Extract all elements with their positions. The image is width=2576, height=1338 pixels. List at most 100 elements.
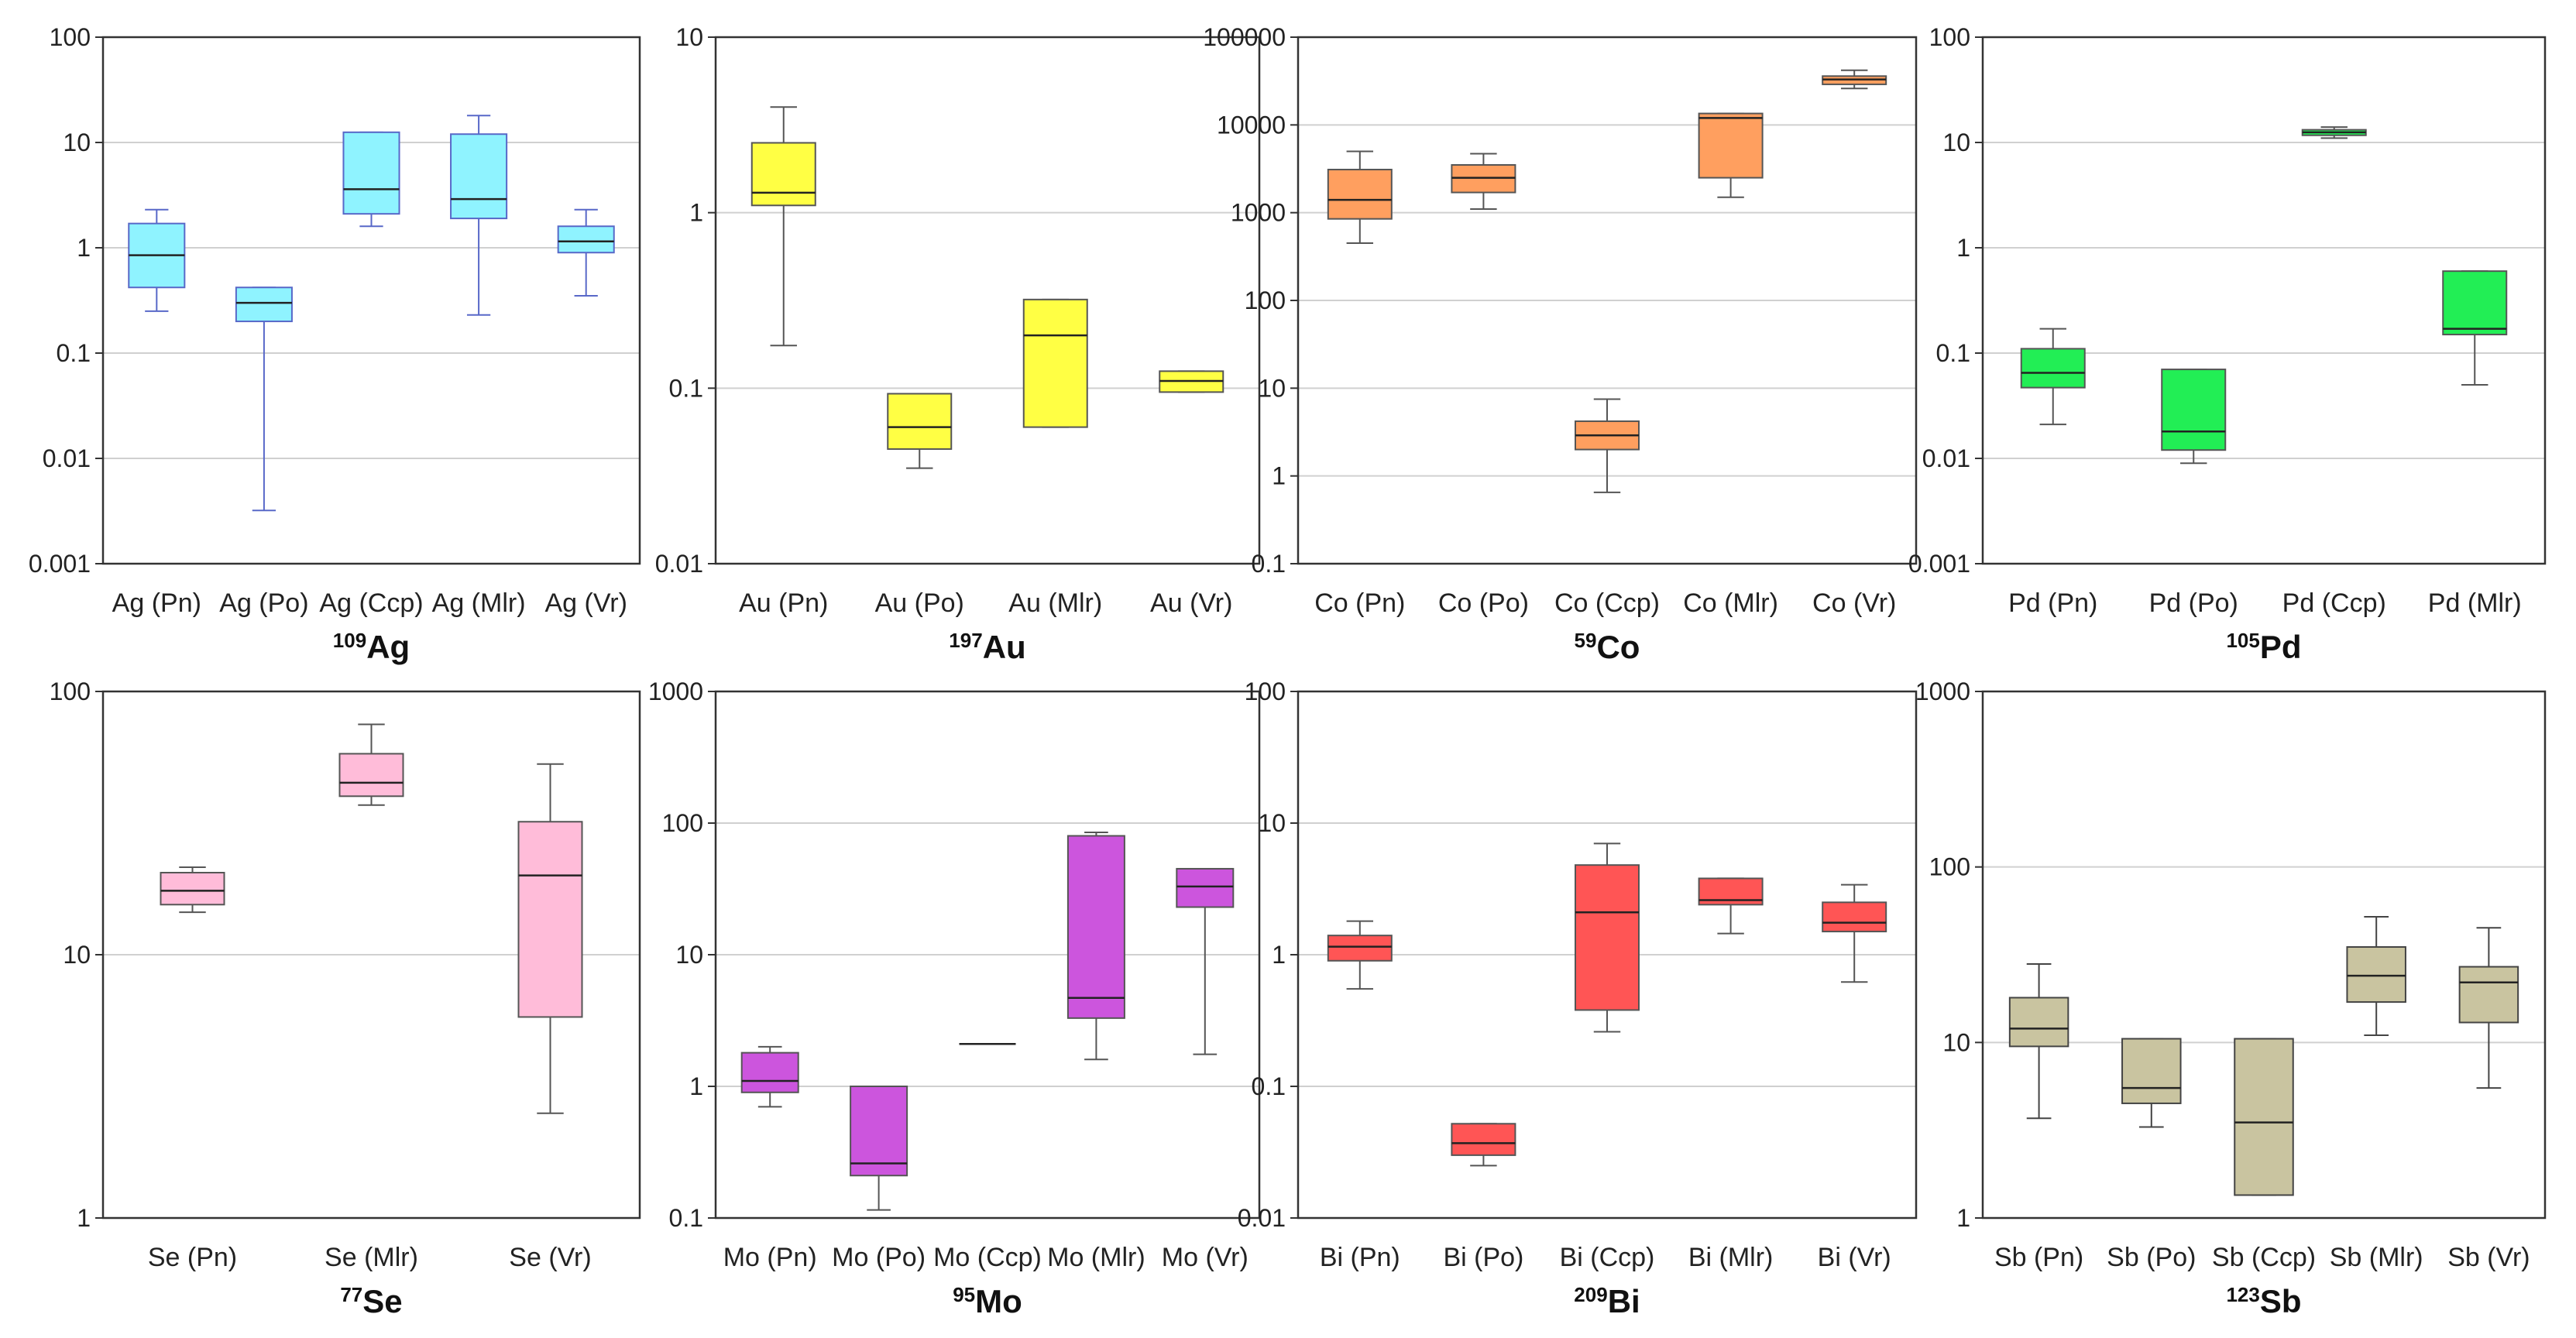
box-sb-pn [2008, 962, 2069, 1120]
y-tick-label: 10 [675, 23, 703, 51]
box-iqr [2020, 348, 2086, 389]
y-tick-label: 1 [1956, 234, 1970, 262]
category-label: Pd (Mlr) [2428, 588, 2522, 618]
element-symbol: Au [983, 629, 1026, 665]
y-tick-label: 10000 [1217, 111, 1286, 139]
category-label: Co (Vr) [1812, 588, 1896, 618]
box-ag-ccp [342, 131, 400, 228]
y-tick-label: 0.01 [43, 444, 91, 472]
panel-title: 109Ag [333, 629, 410, 665]
box-iqr [2008, 997, 2069, 1048]
panel-title: 77Se [340, 1283, 402, 1319]
box-bi-pn [1327, 920, 1393, 990]
box-iqr [235, 286, 293, 323]
category-label: Bi (Ccp) [1560, 1243, 1655, 1272]
box-iqr [850, 1086, 908, 1177]
y-tick-label: 0.1 [57, 339, 91, 367]
box-bi-vr [1822, 883, 1887, 983]
box-se-mlr [338, 723, 404, 806]
plot-frame [1981, 36, 2547, 565]
panel-title: 105Pd [2226, 629, 2301, 665]
y-tick-label: 1000 [1231, 199, 1286, 227]
box-mo-po [850, 1086, 908, 1211]
box-ag-vr [557, 208, 615, 297]
box-iqr [750, 142, 816, 207]
box-au-pn [750, 106, 816, 347]
panel-au: 0.01 0.1 1 10 Au (Pn) Au (Po) Au (Mlr) Au (Vr) 1… [655, 23, 1261, 665]
box-iqr [2346, 946, 2406, 1004]
isotope-superscript: 59 [1575, 629, 1597, 652]
y-tick-label: 1000 [648, 678, 703, 705]
category-label: Mo (Ccp) [933, 1243, 1042, 1272]
box-iqr [2442, 270, 2508, 336]
category-label: Au (Vr) [1150, 588, 1232, 618]
y-tick-label: 100 [1929, 23, 1970, 51]
y-tick-label: 1 [689, 1072, 703, 1100]
element-symbol: Co [1596, 629, 1640, 665]
category-label: Pd (Ccp) [2282, 588, 2386, 618]
box-bi-mlr [1698, 877, 1764, 935]
box-iqr [1327, 168, 1393, 220]
category-label: Se (Vr) [509, 1243, 591, 1272]
plot-frame [714, 690, 1261, 1220]
box-iqr [1575, 864, 1640, 1011]
panel-title: 123Sb [2226, 1283, 2301, 1319]
y-tick-label: 1 [1272, 941, 1286, 969]
element-symbol: Ag [366, 629, 410, 665]
panel-title: 197Au [949, 629, 1025, 665]
box-iqr [1176, 867, 1235, 908]
category-label: Bi (Pn) [1320, 1243, 1400, 1272]
isotope-superscript: 105 [2226, 629, 2259, 652]
plot-frame [1297, 36, 1918, 565]
y-tick-label: 0.01 [655, 550, 703, 578]
category-label: Mo (Vr) [1162, 1243, 1249, 1272]
y-tick-label: 100 [1245, 286, 1286, 314]
box-pd-pn [2020, 328, 2086, 426]
box-co-vr [1822, 69, 1887, 90]
y-tick-label: 1000 [1915, 678, 1970, 705]
box-iqr [2121, 1038, 2182, 1104]
box-sb-mlr [2346, 916, 2406, 1036]
y-tick-label: 0.01 [1922, 444, 1970, 472]
y-tick-label: 0.1 [1252, 1072, 1286, 1100]
element-symbol: Bi [1608, 1283, 1640, 1319]
category-label: Au (Pn) [739, 588, 828, 618]
category-label: Mo (Pn) [723, 1243, 817, 1272]
isotope-superscript: 209 [1574, 1283, 1607, 1306]
category-label: Ag (Vr) [544, 588, 627, 618]
box-sb-po [2121, 1038, 2182, 1128]
category-label: Mo (Po) [832, 1243, 926, 1272]
y-tick-label: 1 [77, 1204, 91, 1232]
category-label: Se (Pn) [148, 1243, 237, 1272]
box-iqr [1451, 1123, 1516, 1156]
isotope-superscript: 123 [2226, 1283, 2259, 1306]
plot-frame [1297, 690, 1918, 1220]
panel-title: 95Mo [953, 1283, 1022, 1319]
category-label: Bi (Mlr) [1688, 1243, 1774, 1272]
isotope-superscript: 95 [953, 1283, 975, 1306]
box-co-pn [1327, 150, 1393, 244]
y-tick-label: 0.1 [669, 1204, 703, 1232]
category-label: Ag (Mlr) [432, 588, 526, 618]
category-label: Co (Ccp) [1554, 588, 1660, 618]
category-label: Au (Po) [875, 588, 964, 618]
box-iqr [740, 1052, 799, 1093]
panel-mo: 0.1 1 10 100 1000 Mo (Pn) Mo (Po) Mo (Ccp) Mo (M… [648, 678, 1261, 1319]
y-tick-label: 0.001 [29, 550, 91, 578]
panel-co: 0.1 1 10 100 1000 10000 100000 Co (Pn) Co (Po) Co… [1203, 23, 1918, 665]
y-tick-label: 100 [50, 678, 91, 705]
y-tick-label: 0.1 [1936, 339, 1970, 367]
box-iqr [338, 753, 404, 798]
box-mo-pn [740, 1045, 799, 1108]
box-au-po [887, 393, 953, 469]
box-bi-ccp [1575, 842, 1640, 1033]
box-au-vr [1159, 370, 1224, 393]
y-tick-label: 10 [675, 941, 703, 969]
box-iqr [2161, 369, 2227, 451]
y-tick-label: 0.1 [1252, 550, 1286, 578]
category-label: Sb (Pn) [1994, 1243, 2083, 1272]
category-label: Se (Mlr) [325, 1243, 418, 1272]
y-tick-label: 0.1 [669, 374, 703, 402]
panel-title: 59Co [1575, 629, 1640, 665]
box-iqr [2458, 966, 2519, 1024]
